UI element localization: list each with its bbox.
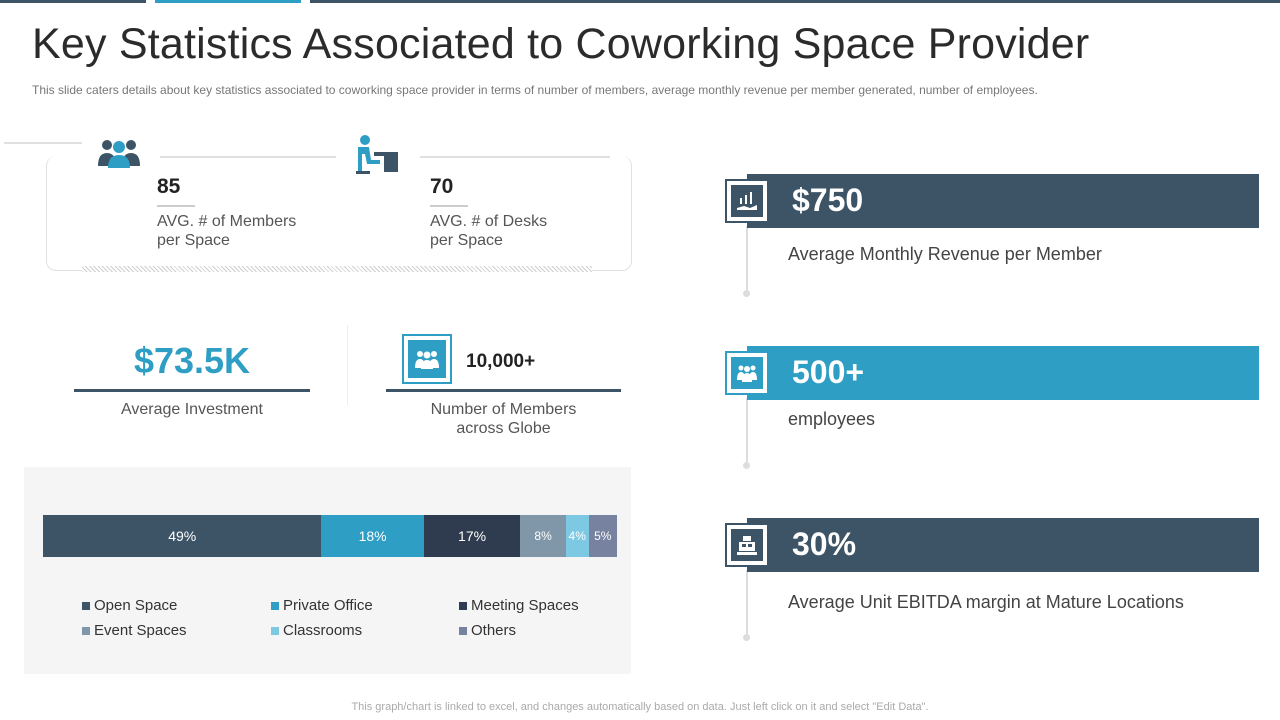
legend-swatch	[82, 626, 90, 635]
members-globe-label: Number of Members across Globe	[386, 400, 621, 438]
timeline-line-1	[746, 226, 748, 294]
members-globe-value: 10,000+	[466, 351, 536, 372]
bar-data-label: 4%	[568, 529, 586, 543]
members-label-line2: per Space	[157, 232, 230, 249]
person-at-desk-icon	[354, 134, 400, 176]
desks-per-space-value: 70	[430, 175, 454, 198]
card-topline-left	[4, 142, 82, 144]
bar-segment-event-spaces[interactable]: 8%	[520, 515, 566, 557]
top-bar-accent	[155, 0, 301, 3]
desks-underline	[430, 205, 468, 207]
card-topline-mid	[160, 156, 336, 158]
revenue-hand-icon	[731, 185, 763, 217]
members-per-space-value: 85	[157, 175, 181, 198]
stat-band-ebitda	[747, 518, 1259, 572]
revenue-icon-frame	[725, 179, 769, 223]
employees-label: employees	[788, 409, 876, 429]
legend-label: Open Space	[94, 597, 178, 614]
legend-swatch	[459, 601, 467, 610]
members-label-line1: AVG. # of Members	[157, 213, 297, 230]
members-globe-label-line1: Number of Members	[430, 401, 577, 418]
desks-label-line1: AVG. # of Desks	[430, 213, 548, 230]
bar-segment-meeting-spaces[interactable]: 17%	[423, 515, 521, 557]
stat-band-revenue	[747, 174, 1259, 228]
bar-segment-others[interactable]: 5%	[588, 515, 617, 557]
top-bar-left	[0, 0, 146, 3]
desks-per-space-label: AVG. # of Desks per Space	[430, 212, 547, 250]
legend-label: Private Office	[283, 597, 373, 614]
members-globe-rule	[386, 389, 621, 392]
revenue-label: Average Monthly Revenue per Member	[788, 244, 1102, 264]
desks-label-line2: per Space	[430, 232, 503, 249]
legend-item-others: Others	[459, 622, 516, 639]
page-title: Key Statistics Associated to Coworking S…	[32, 20, 1090, 68]
legend-item-classrooms: Classrooms	[271, 622, 362, 639]
timeline-dot-3	[743, 634, 750, 641]
ebitda-value: 30%	[792, 526, 857, 562]
legend-swatch	[271, 601, 279, 610]
card-topline-right	[420, 156, 610, 158]
column-divider	[347, 325, 348, 405]
ebitda-label: Average Unit EBITDA margin at Mature Loc…	[788, 592, 1184, 612]
members-per-space-label: AVG. # of Members per Space	[157, 212, 296, 250]
legend-item-private-office: Private Office	[271, 597, 373, 614]
people-group-icon	[408, 340, 446, 378]
investment-rule	[74, 389, 310, 392]
bar-data-label: 17%	[458, 528, 487, 544]
bar-segment-private-office[interactable]: 18%	[321, 515, 424, 557]
legend-label: Others	[471, 622, 517, 639]
team-icon	[731, 357, 763, 389]
legend-label: Meeting Spaces	[471, 597, 579, 614]
bar-data-label: 49%	[168, 528, 197, 544]
timeline-dot-2	[743, 462, 750, 469]
legend-item-event-spaces: Event Spaces	[82, 622, 187, 639]
timeline-dot-1	[743, 290, 750, 297]
legend-swatch	[271, 626, 279, 635]
legend-swatch	[82, 601, 90, 610]
timeline-line-2	[746, 398, 748, 466]
legend-item-open-space: Open Space	[82, 597, 177, 614]
legend-label: Classrooms	[283, 622, 363, 639]
revenue-value: $750	[792, 182, 864, 218]
bar-data-label: 8%	[534, 529, 552, 543]
bar-segment-classrooms[interactable]: 4%	[565, 515, 589, 557]
timeline-line-3	[746, 570, 748, 638]
bar-segment-open-space[interactable]: 49%	[43, 515, 322, 557]
legend-label: Event Spaces	[94, 622, 187, 639]
cash-register-icon	[731, 529, 763, 561]
top-bar-right	[310, 0, 1280, 3]
ebitda-icon-frame	[725, 523, 769, 567]
bar-data-label: 18%	[358, 528, 387, 544]
members-globe-icon-frame	[402, 334, 452, 384]
footer-note: This graph/chart is linked to excel, and…	[351, 701, 929, 713]
employees-value: 500+	[792, 354, 865, 390]
investment-label: Average Investment	[120, 401, 263, 418]
people-group-icon	[96, 136, 142, 170]
investment-value: $73.5K	[133, 340, 251, 381]
bar-data-label: 5%	[594, 529, 612, 543]
card-shadow-hatch	[82, 266, 592, 272]
legend-item-meeting-spaces: Meeting Spaces	[459, 597, 579, 614]
employees-icon-frame	[725, 351, 769, 395]
members-globe-label-line2: across Globe	[456, 420, 551, 437]
chart-panel	[24, 467, 631, 674]
stat-band-employees	[747, 346, 1259, 400]
page-subtitle: This slide caters details about key stat…	[32, 83, 1038, 97]
members-underline	[157, 205, 195, 207]
legend-swatch	[459, 626, 467, 635]
